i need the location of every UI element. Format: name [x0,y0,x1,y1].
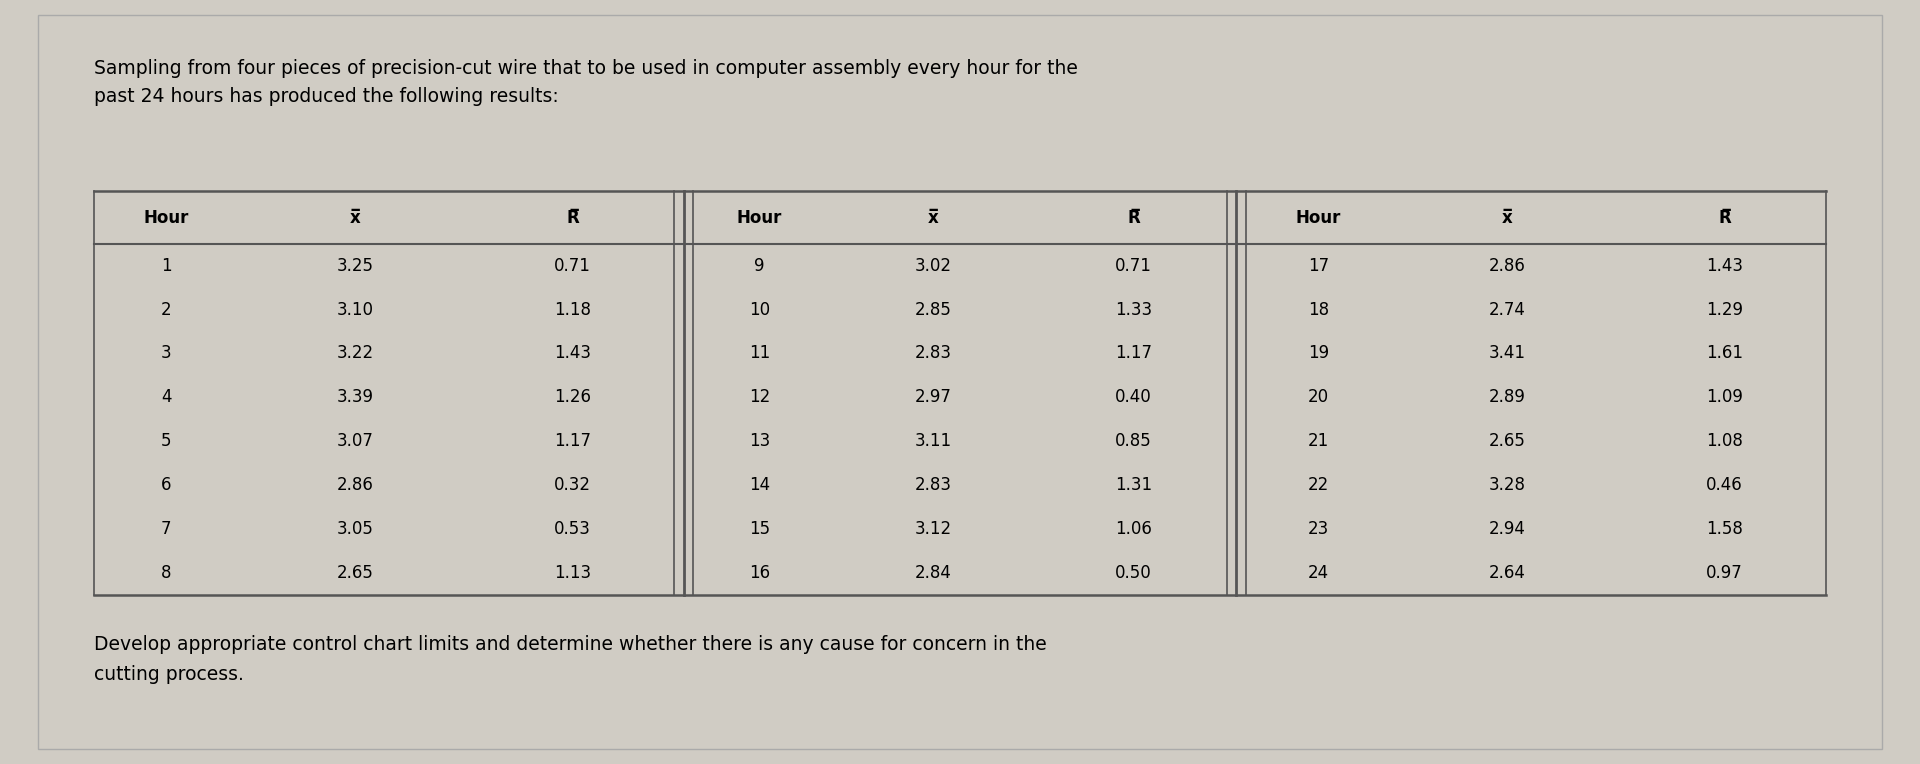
Text: 17: 17 [1308,257,1329,275]
Text: R̅: R̅ [1718,209,1732,227]
Text: 2.94: 2.94 [1488,520,1524,538]
Text: 0.50: 0.50 [1116,564,1152,581]
Text: 2: 2 [161,300,171,319]
Text: x̅: x̅ [349,209,361,227]
Text: 2.97: 2.97 [914,388,952,406]
Text: 3.02: 3.02 [914,257,952,275]
Text: 3.10: 3.10 [336,300,374,319]
Text: 2.64: 2.64 [1488,564,1524,581]
Text: 3.11: 3.11 [914,432,952,450]
Text: R̅: R̅ [1127,209,1140,227]
Text: 3: 3 [161,345,171,362]
Text: 12: 12 [749,388,770,406]
Text: 1.43: 1.43 [555,345,591,362]
Text: Hour: Hour [144,209,188,227]
Text: 10: 10 [749,300,770,319]
Text: 3.12: 3.12 [914,520,952,538]
Text: 0.46: 0.46 [1707,476,1743,494]
Text: 1.08: 1.08 [1707,432,1743,450]
Text: 19: 19 [1308,345,1329,362]
Text: 1.06: 1.06 [1116,520,1152,538]
Text: 5: 5 [161,432,171,450]
Text: 1.17: 1.17 [1116,345,1152,362]
Text: 2.85: 2.85 [914,300,952,319]
Text: 2.65: 2.65 [336,564,372,581]
Text: 2.83: 2.83 [914,476,952,494]
Text: 1.33: 1.33 [1116,300,1152,319]
Text: Sampling from four pieces of precision-cut wire that to be used in computer asse: Sampling from four pieces of precision-c… [94,60,1077,106]
Text: 1.18: 1.18 [555,300,591,319]
Text: 22: 22 [1308,476,1329,494]
Text: 1: 1 [161,257,171,275]
Text: 0.71: 0.71 [555,257,591,275]
Text: 2.65: 2.65 [1488,432,1524,450]
Text: 0.97: 0.97 [1707,564,1743,581]
Text: 3.07: 3.07 [336,432,372,450]
Text: 1.13: 1.13 [555,564,591,581]
Text: 3.28: 3.28 [1488,476,1526,494]
Text: 24: 24 [1308,564,1329,581]
Text: 2.83: 2.83 [914,345,952,362]
Text: 2.86: 2.86 [336,476,372,494]
Text: 1.17: 1.17 [555,432,591,450]
Text: 3.22: 3.22 [336,345,374,362]
Text: 4: 4 [161,388,171,406]
Text: 9: 9 [755,257,764,275]
Text: Develop appropriate control chart limits and determine whether there is any caus: Develop appropriate control chart limits… [94,635,1046,684]
Text: 2.74: 2.74 [1488,300,1524,319]
Text: 2.84: 2.84 [914,564,952,581]
Text: 1.61: 1.61 [1707,345,1743,362]
Text: 1.43: 1.43 [1707,257,1743,275]
Text: Hour: Hour [1296,209,1340,227]
Text: R̅: R̅ [566,209,580,227]
Text: 23: 23 [1308,520,1329,538]
Text: 1.31: 1.31 [1116,476,1152,494]
Text: 7: 7 [161,520,171,538]
Text: 14: 14 [749,476,770,494]
Text: 16: 16 [749,564,770,581]
Text: 0.71: 0.71 [1116,257,1152,275]
Text: 1.58: 1.58 [1707,520,1743,538]
Text: 15: 15 [749,520,770,538]
Text: x̅: x̅ [927,209,939,227]
Text: 8: 8 [161,564,171,581]
Text: x̅: x̅ [1501,209,1513,227]
Text: 0.53: 0.53 [555,520,591,538]
Text: 1.29: 1.29 [1707,300,1743,319]
Text: 1.26: 1.26 [555,388,591,406]
Text: 0.40: 0.40 [1116,388,1152,406]
Text: 3.05: 3.05 [336,520,372,538]
Text: 18: 18 [1308,300,1329,319]
Text: 3.25: 3.25 [336,257,374,275]
Text: 0.32: 0.32 [555,476,591,494]
Text: 0.85: 0.85 [1116,432,1152,450]
Text: 20: 20 [1308,388,1329,406]
Text: 3.39: 3.39 [336,388,374,406]
Text: 13: 13 [749,432,770,450]
Text: 1.09: 1.09 [1707,388,1743,406]
Text: 21: 21 [1308,432,1329,450]
Text: 2.89: 2.89 [1488,388,1524,406]
Text: 2.86: 2.86 [1488,257,1524,275]
Text: Hour: Hour [737,209,781,227]
Text: 11: 11 [749,345,770,362]
Text: 3.41: 3.41 [1488,345,1526,362]
Text: 6: 6 [161,476,171,494]
